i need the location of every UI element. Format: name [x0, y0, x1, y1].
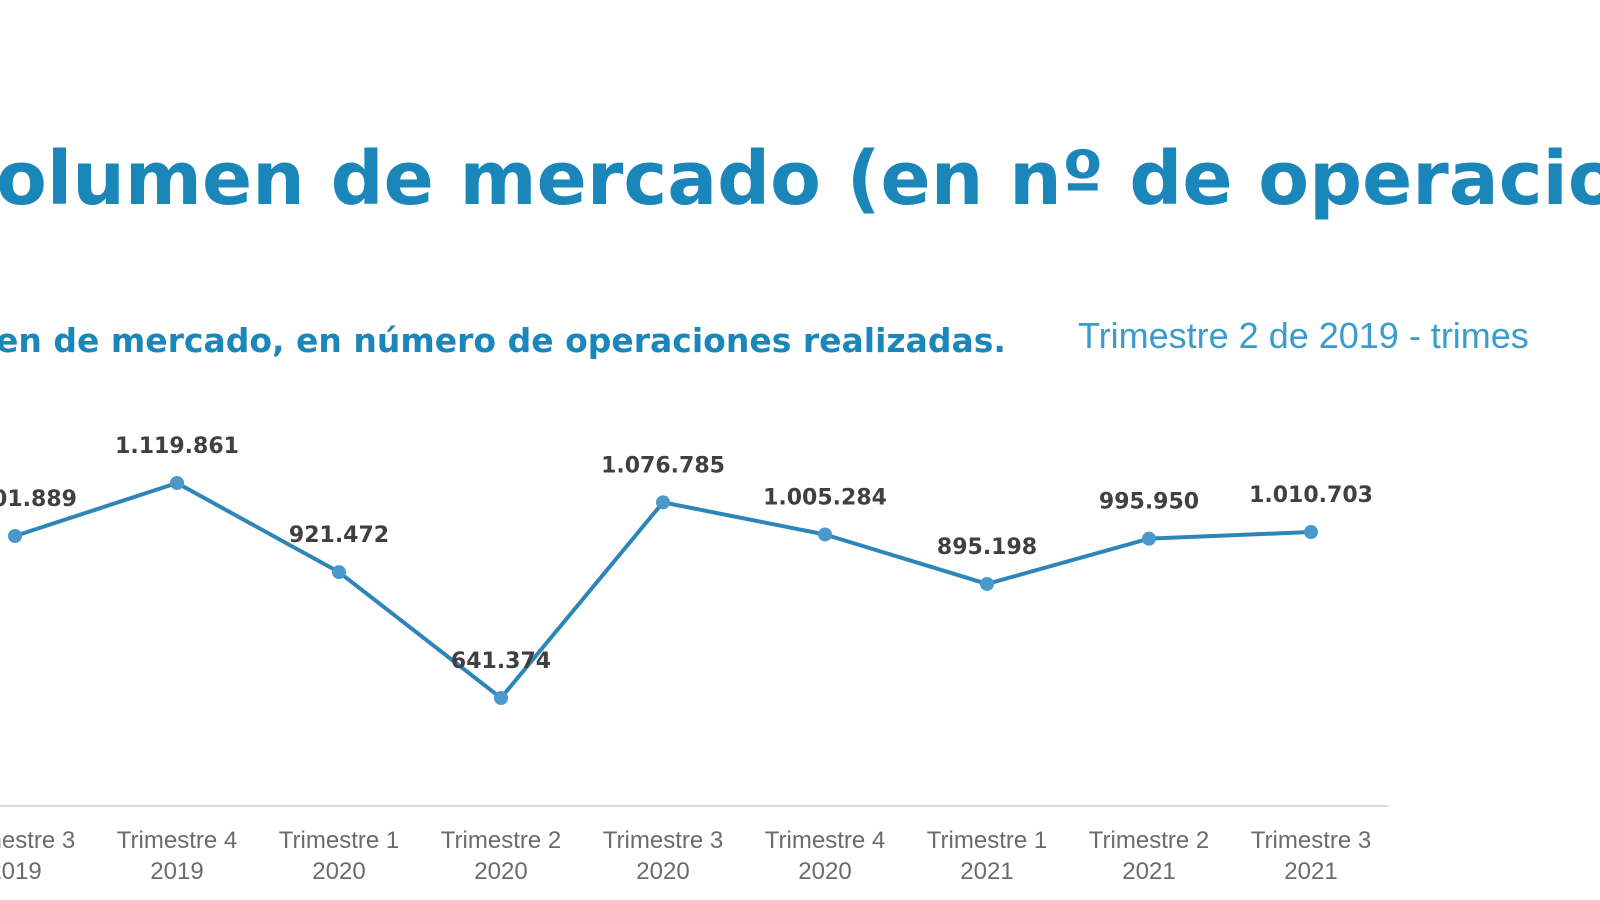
point [1304, 525, 1318, 540]
x-tick-label: Trimestre 3 [1251, 827, 1371, 854]
chart-subtitle: en de mercado, en número de operaciones … [0, 321, 1006, 360]
x-tick-label: 2021 [960, 858, 1013, 885]
value-label: 1.010.703 [1249, 483, 1373, 508]
value-label: 1.076.785 [601, 453, 725, 478]
x-tick-label: 2021 [1122, 858, 1175, 885]
x-tick-label: Trimestre 2 [1089, 827, 1209, 854]
value-label: 641.374 [451, 649, 551, 674]
period-label: Trimestre 2 de 2019 - trimes [1078, 315, 1529, 356]
point [1142, 531, 1156, 546]
point [170, 476, 184, 490]
x-tick-label: Trimestre 4 [765, 827, 885, 854]
x-tick-label: 2020 [798, 858, 851, 885]
x-tick-label: 2021 [1284, 858, 1337, 885]
x-tick-label: 2019 [150, 858, 203, 885]
point [332, 565, 346, 580]
point [656, 495, 670, 510]
x-tick-label: 2020 [636, 858, 689, 885]
chart-title: olumen de mercado (en nº de operacione [0, 136, 1600, 222]
value-label: 1.005.284 [763, 485, 887, 510]
value-label: 895.198 [937, 535, 1037, 560]
value-label: 1.001.889 [0, 487, 77, 512]
x-tick-label: Trimestre 3 [603, 827, 723, 854]
x-tick-label: 2019 [0, 858, 42, 885]
point [980, 576, 994, 591]
point [8, 529, 22, 544]
x-tick-label: 2020 [474, 858, 527, 885]
value-label: 921.472 [289, 523, 389, 548]
x-tick-label: Trimestre 2 [441, 827, 561, 854]
line [14, 481, 1312, 700]
x-tick-label: Trimestre 1 [279, 827, 399, 854]
value-label: 1.119.861 [115, 434, 239, 459]
x-tick-label: Trimestre 3 [0, 827, 75, 854]
x-tick-label: Trimestre 1 [927, 827, 1047, 854]
x-tick-label: Trimestre 4 [117, 827, 237, 854]
point [818, 527, 832, 542]
value-label: 995.950 [1099, 490, 1199, 515]
point [494, 691, 508, 705]
x-tick-label: 2020 [312, 858, 365, 885]
